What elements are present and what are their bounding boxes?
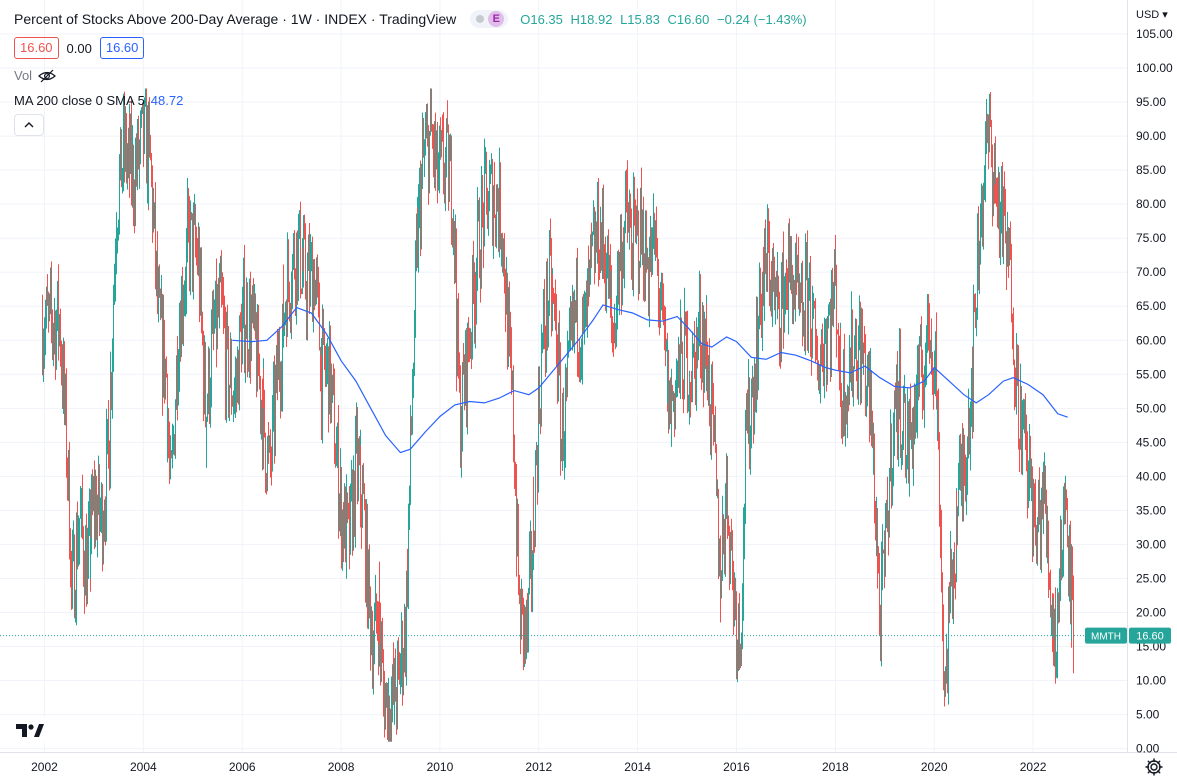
volume-legend: Vol xyxy=(14,68,56,83)
eye-hidden-icon[interactable] xyxy=(38,69,56,83)
y-tick-label: 30.00 xyxy=(1136,537,1166,551)
gear-icon[interactable] xyxy=(1144,757,1164,777)
last-price-label: 16.60 xyxy=(1136,631,1164,643)
x-tick-label: 2002 xyxy=(31,760,58,774)
last-price-tags: MMTH 16.60 xyxy=(1085,627,1171,644)
price-axis[interactable]: 0.005.0010.0015.0020.0025.0030.0035.0040… xyxy=(1136,27,1173,756)
tradingview-logo-icon[interactable] xyxy=(12,716,46,744)
y-tick-label: 90.00 xyxy=(1136,129,1166,143)
y-tick-label: 95.00 xyxy=(1136,95,1166,109)
volume-label: Vol xyxy=(14,68,33,83)
y-tick-label: 35.00 xyxy=(1136,503,1166,517)
x-tick-label: 2020 xyxy=(921,760,948,774)
y-tick-label: 85.00 xyxy=(1136,163,1166,177)
spread-value: 0.00 xyxy=(66,40,92,56)
y-tick-label: 70.00 xyxy=(1136,265,1166,279)
y-tick-label: 20.00 xyxy=(1136,605,1166,619)
symbol-tag xyxy=(1085,627,1127,644)
status-dot-icon xyxy=(476,15,485,23)
y-tick-label: 10.00 xyxy=(1136,674,1166,688)
high-value: H18.92 xyxy=(570,11,613,27)
currency-selector[interactable]: USD ▾ xyxy=(1136,8,1168,21)
y-tick-label: 65.00 xyxy=(1136,299,1166,313)
currency-label: USD xyxy=(1136,9,1160,21)
ma-value: 48.72 xyxy=(150,93,184,108)
x-tick-label: 2018 xyxy=(822,760,849,774)
x-tick-label: 2010 xyxy=(427,760,454,774)
y-tick-label: 25.00 xyxy=(1136,571,1166,585)
x-tick-label: 2014 xyxy=(624,760,651,774)
x-tick-label: 2004 xyxy=(130,760,157,774)
low-value: L15.83 xyxy=(620,11,660,27)
chart-grid xyxy=(0,0,1127,752)
y-tick-label: 75.00 xyxy=(1136,231,1166,245)
open-value: O16.35 xyxy=(520,11,563,27)
ma-legend: MA 200 close 0 SMA 5 48.72 xyxy=(14,93,183,108)
ma-200-line xyxy=(232,304,1068,454)
y-tick-label: 100.00 xyxy=(1136,61,1173,75)
sell-price-box[interactable]: 16.60 xyxy=(14,37,59,59)
y-tick-label: 50.00 xyxy=(1136,401,1166,415)
y-tick-label: 105.00 xyxy=(1136,27,1173,41)
y-tick-label: 40.00 xyxy=(1136,469,1166,483)
x-tick-label: 2006 xyxy=(229,760,256,774)
chevron-up-icon xyxy=(24,122,34,128)
ohlc-values: O16.35 H18.92 L15.83 C16.60 −0.24 (−1.43… xyxy=(520,12,810,27)
last-price-tag xyxy=(1129,627,1171,644)
close-value: C16.60 xyxy=(667,11,710,27)
chart-title[interactable]: Percent of Stocks Above 200-Day Average … xyxy=(14,11,457,27)
price-inputs: 16.60 0.00 16.60 xyxy=(14,37,145,59)
y-tick-label: 55.00 xyxy=(1136,367,1166,381)
x-tick-label: 2022 xyxy=(1020,760,1047,774)
symbol-tag-label: MMTH xyxy=(1091,632,1121,643)
candle-series xyxy=(42,88,1074,742)
chevron-down-icon: ▾ xyxy=(1162,9,1168,21)
collapse-legend-button[interactable] xyxy=(14,114,44,136)
earnings-e-icon: E xyxy=(488,11,505,27)
y-tick-label: 60.00 xyxy=(1136,333,1166,347)
x-tick-label: 2008 xyxy=(328,760,355,774)
y-tick-label: 45.00 xyxy=(1136,435,1166,449)
chart-legend: Percent of Stocks Above 200-Day Average … xyxy=(14,10,811,28)
earnings-badge[interactable]: E xyxy=(470,10,509,28)
y-tick-label: 5.00 xyxy=(1136,708,1160,722)
ma-label[interactable]: MA 200 close 0 SMA 5 xyxy=(14,93,145,108)
change-value: −0.24 (−1.43%) xyxy=(717,11,807,27)
y-tick-label: 80.00 xyxy=(1136,197,1166,211)
x-tick-label: 2012 xyxy=(525,760,552,774)
buy-price-box[interactable]: 16.60 xyxy=(99,37,145,59)
time-axis[interactable]: 2002 2004 2006 2008 2010 2012 2014 2016 2018 2020… xyxy=(31,760,1047,774)
y-tick-label: 0.00 xyxy=(1136,742,1160,756)
x-tick-label: 2016 xyxy=(723,760,750,774)
